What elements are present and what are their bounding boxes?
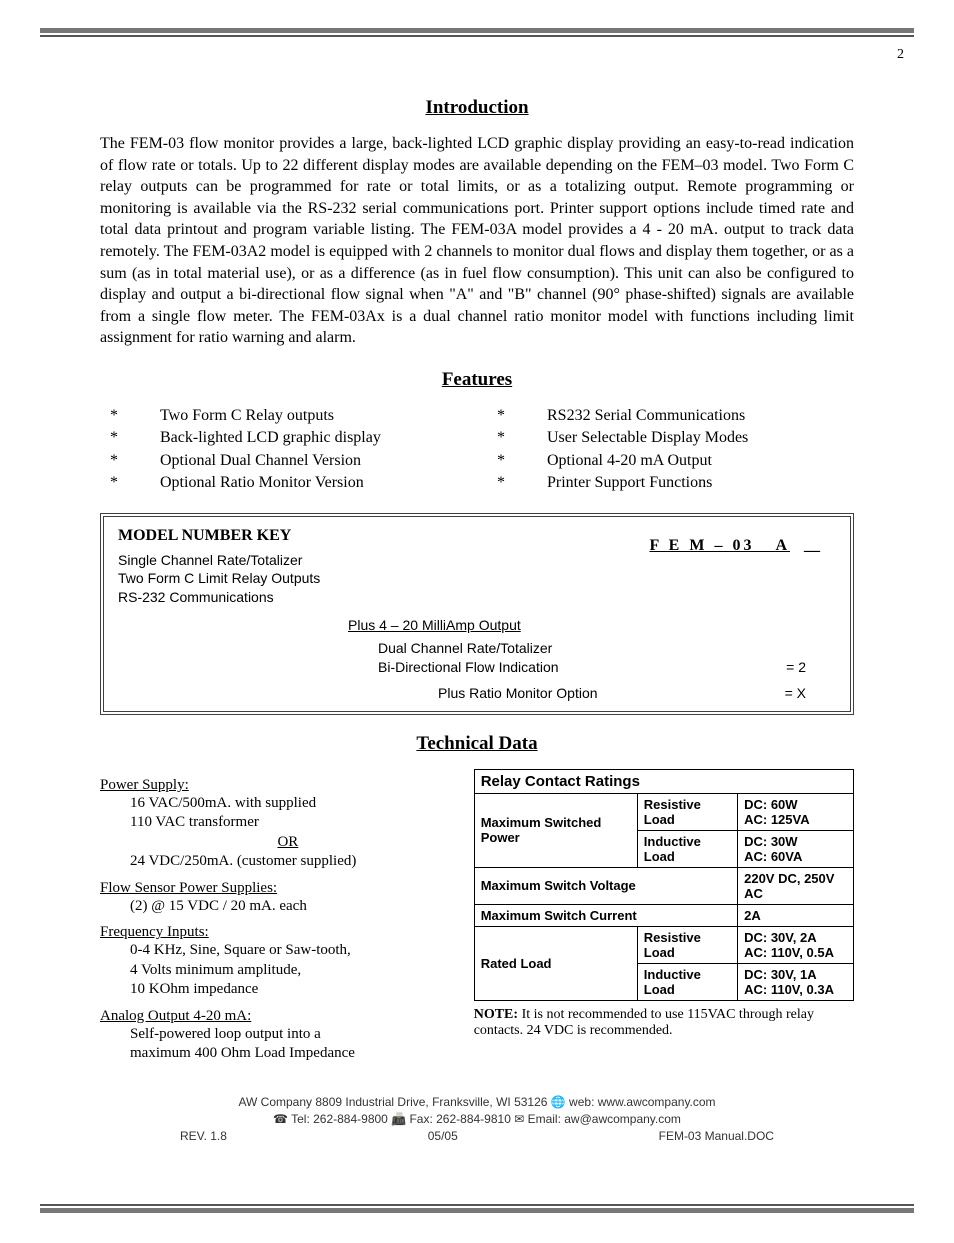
power-supply-l2: 110 VAC transformer xyxy=(100,813,446,833)
technical-data-columns: Power Supply: 16 VAC/500mA. with supplie… xyxy=(100,769,854,1064)
feature-item: *Back-lighted LCD graphic display xyxy=(110,427,457,449)
power-supply-l3: 24 VDC/250mA. (customer supplied) xyxy=(100,852,446,872)
table-cell: DC: 60WAC: 125VA xyxy=(738,793,854,830)
model-dual-eq: = 2 xyxy=(786,658,806,677)
tech-right-col: Relay Contact Ratings Maximum Switched P… xyxy=(474,769,854,1064)
relay-note-bold: NOTE: xyxy=(474,1007,518,1022)
table-cell: DC: 30V, 1AAC: 110V, 0.3A xyxy=(738,963,854,1000)
features-columns: *Two Form C Relay outputs*Back-lighted L… xyxy=(100,405,854,495)
feature-item: *Optional Ratio Monitor Version xyxy=(110,472,457,494)
page-content: 2 Introduction The FEM-03 flow monitor p… xyxy=(40,37,914,1174)
relay-table-title: Relay Contact Ratings xyxy=(474,769,853,793)
model-dual-row: Dual Channel Rate/TotalizerBi-Directiona… xyxy=(118,639,836,677)
feature-text: User Selectable Display Modes xyxy=(547,427,748,449)
model-code-suffix: A xyxy=(775,537,790,554)
heading-introduction: Introduction xyxy=(100,97,854,119)
asterisk-icon: * xyxy=(110,472,160,494)
model-dual-line: Bi-Directional Flow Indication xyxy=(378,658,559,677)
model-base-line: Two Form C Limit Relay Outputs xyxy=(118,569,836,588)
footer-date: 05/05 xyxy=(428,1128,458,1145)
features-right-col: *RS232 Serial Communications*User Select… xyxy=(497,405,844,495)
footer-line3: REV. 1.8 05/05 FEM-03 Manual.DOC xyxy=(100,1128,854,1145)
model-base-lines: Single Channel Rate/TotalizerTwo Form C … xyxy=(118,551,836,608)
table-cell: Maximum Switched Power xyxy=(474,793,637,867)
freq-l3: 10 KOhm impedance xyxy=(100,980,446,1000)
power-supply-head: Power Supply: xyxy=(100,777,446,794)
flow-sensor-l1: (2) @ 15 VDC / 20 mA. each xyxy=(100,897,446,917)
feature-item: *Optional 4-20 mA Output xyxy=(497,450,844,472)
asterisk-icon: * xyxy=(110,450,160,472)
relay-note: NOTE: It is not recommended to use 115VA… xyxy=(474,1007,854,1039)
intro-paragraph: The FEM-03 flow monitor provides a large… xyxy=(100,133,854,349)
feature-text: Optional 4-20 mA Output xyxy=(547,450,712,472)
table-cell: Inductive Load xyxy=(637,830,737,867)
feature-item: *Printer Support Functions xyxy=(497,472,844,494)
footer-doc: FEM-03 Manual.DOC xyxy=(659,1128,774,1145)
flow-sensor-head: Flow Sensor Power Supplies: xyxy=(100,880,446,897)
model-code: F E M – 03 A xyxy=(649,537,790,555)
feature-text: RS232 Serial Communications xyxy=(547,405,745,427)
page-footer: AW Company 8809 Industrial Drive, Franks… xyxy=(100,1094,854,1144)
model-code-trail: __ xyxy=(804,537,820,555)
heading-technical-data: Technical Data xyxy=(100,733,854,755)
table-cell: 220V DC, 250V AC xyxy=(738,867,854,904)
feature-text: Optional Ratio Monitor Version xyxy=(160,472,364,494)
analog-l2: maximum 400 Ohm Load Impedance xyxy=(100,1044,446,1064)
relay-ratings-table: Relay Contact Ratings Maximum Switched P… xyxy=(474,769,854,1001)
analog-l1: Self-powered loop output into a xyxy=(100,1025,446,1045)
model-ratio-eq: = X xyxy=(785,685,806,701)
model-code-main: F E M – 03 xyxy=(649,537,754,554)
relay-note-text: It is not recommended to use 115VAC thro… xyxy=(474,1007,814,1038)
bottom-rule-thick xyxy=(40,1208,914,1213)
feature-item: *RS232 Serial Communications xyxy=(497,405,844,427)
power-supply-l1: 16 VAC/500mA. with supplied xyxy=(100,794,446,814)
table-cell: Resistive Load xyxy=(637,926,737,963)
table-cell: Maximum Switch Current xyxy=(474,904,737,926)
asterisk-icon: * xyxy=(110,427,160,449)
model-dual-line: Dual Channel Rate/Totalizer xyxy=(378,639,559,658)
feature-item: *Optional Dual Channel Version xyxy=(110,450,457,472)
asterisk-icon: * xyxy=(497,450,547,472)
feature-text: Back-lighted LCD graphic display xyxy=(160,427,381,449)
table-cell: Resistive Load xyxy=(637,793,737,830)
table-cell: DC: 30WAC: 60VA xyxy=(738,830,854,867)
model-ratio-line: Plus Ratio Monitor Option xyxy=(438,685,598,701)
feature-text: Optional Dual Channel Version xyxy=(160,450,361,472)
table-cell: DC: 30V, 2AAC: 110V, 0.5A xyxy=(738,926,854,963)
feature-text: Printer Support Functions xyxy=(547,472,712,494)
model-base-line: RS-232 Communications xyxy=(118,588,836,607)
footer-line1: AW Company 8809 Industrial Drive, Franks… xyxy=(100,1094,854,1111)
feature-item: *User Selectable Display Modes xyxy=(497,427,844,449)
table-cell: Maximum Switch Voltage xyxy=(474,867,737,904)
tech-left-col: Power Supply: 16 VAC/500mA. with supplie… xyxy=(100,769,446,1064)
model-dual-lines: Dual Channel Rate/TotalizerBi-Directiona… xyxy=(378,639,559,677)
feature-text: Two Form C Relay outputs xyxy=(160,405,334,427)
page-number: 2 xyxy=(897,47,904,63)
table-cell: 2A xyxy=(738,904,854,926)
model-plus-line: Plus 4 – 20 MilliAmp Output xyxy=(118,617,836,633)
bottom-rules xyxy=(40,1204,914,1213)
model-ratio-row: Plus Ratio Monitor Option = X xyxy=(118,685,836,701)
asterisk-icon: * xyxy=(110,405,160,427)
freq-head: Frequency Inputs: xyxy=(100,924,446,941)
model-number-key-box: MODEL NUMBER KEY F E M – 03 A __ Single … xyxy=(100,513,854,715)
feature-item: *Two Form C Relay outputs xyxy=(110,405,457,427)
footer-rev: REV. 1.8 xyxy=(180,1128,227,1145)
analog-head: Analog Output 4-20 mA: xyxy=(100,1008,446,1025)
features-left-col: *Two Form C Relay outputs*Back-lighted L… xyxy=(110,405,457,495)
asterisk-icon: * xyxy=(497,472,547,494)
table-cell: Inductive Load xyxy=(637,963,737,1000)
power-supply-or: OR xyxy=(100,833,446,853)
asterisk-icon: * xyxy=(497,427,547,449)
table-cell: Rated Load xyxy=(474,926,637,1000)
asterisk-icon: * xyxy=(497,405,547,427)
top-rule-thick xyxy=(40,28,914,33)
heading-features: Features xyxy=(100,369,854,391)
freq-l1: 0-4 KHz, Sine, Square or Saw-tooth, xyxy=(100,941,446,961)
footer-line2: ☎ Tel: 262-884-9800 📠 Fax: 262-884-9810 … xyxy=(100,1111,854,1128)
freq-l2: 4 Volts minimum amplitude, xyxy=(100,961,446,981)
